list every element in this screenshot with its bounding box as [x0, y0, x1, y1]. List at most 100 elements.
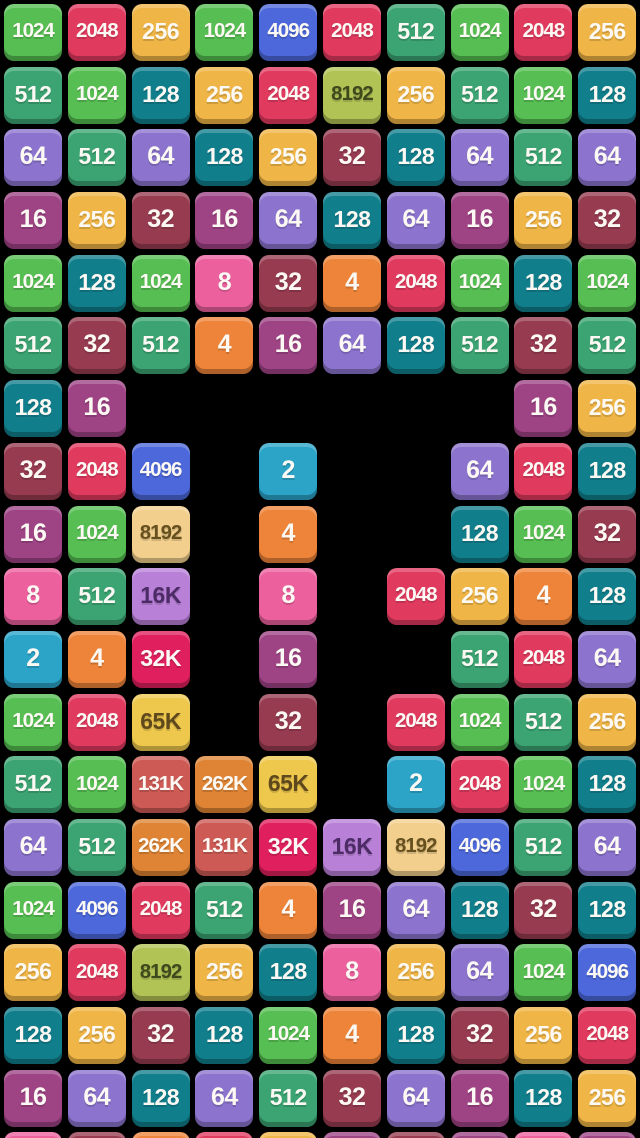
tile-512[interactable]: 512: [4, 66, 62, 124]
tile-1024[interactable]: 1024: [578, 254, 637, 312]
tile-256[interactable]: 256: [578, 693, 637, 751]
tile-2048[interactable]: 2048: [386, 693, 445, 751]
tile-1024[interactable]: 1024: [67, 505, 126, 563]
tile-128[interactable]: 128: [195, 1007, 254, 1064]
tile-256[interactable]: 256: [259, 129, 318, 187]
tile-512[interactable]: 512: [131, 317, 190, 375]
tile-2048[interactable]: 2048: [67, 944, 126, 1002]
tile-512[interactable]: 512: [450, 630, 509, 688]
tile-256[interactable]: 256: [514, 1007, 573, 1064]
tile-1024[interactable]: 1024: [514, 756, 573, 814]
tile-2048[interactable]: 2048: [386, 568, 445, 626]
tile-128[interactable]: 128: [450, 881, 509, 939]
tile-4096[interactable]: 4096: [259, 4, 318, 61]
tile-8[interactable]: 8: [4, 568, 62, 626]
tile-256[interactable]: 256: [450, 568, 509, 626]
tile-1024[interactable]: 1024: [450, 693, 509, 751]
tile-512[interactable]: 512: [4, 317, 62, 375]
tile-32[interactable]: 32: [322, 1069, 381, 1127]
tile-2048[interactable]: 2048: [386, 254, 445, 312]
tile-1024[interactable]: 1024: [4, 4, 62, 61]
tile-1024[interactable]: 1024: [4, 254, 62, 312]
tile-1024[interactable]: 1024: [514, 66, 573, 124]
tile-64[interactable]: 64: [259, 192, 318, 250]
tile-64[interactable]: 64: [4, 818, 62, 876]
tile-128[interactable]: 128: [322, 192, 381, 250]
tile-8[interactable]: 8: [195, 254, 254, 312]
tile-128[interactable]: 128: [386, 129, 445, 187]
tile-partial[interactable]: [322, 1132, 381, 1138]
tile-32[interactable]: 32: [67, 317, 126, 375]
tile-512[interactable]: 512: [67, 818, 126, 876]
tile-2048[interactable]: 2048: [514, 630, 573, 688]
tile-4[interactable]: 4: [259, 505, 318, 563]
tile-128[interactable]: 128: [578, 66, 637, 124]
tile-16[interactable]: 16: [195, 192, 254, 250]
tile-16[interactable]: 16: [450, 192, 509, 250]
tile-128[interactable]: 128: [514, 254, 573, 312]
tile-partial[interactable]: [450, 1132, 509, 1138]
tile-4[interactable]: 4: [514, 568, 573, 626]
tile-8[interactable]: 8: [322, 944, 381, 1002]
tile-16k[interactable]: 16K: [131, 568, 190, 626]
tile-16[interactable]: 16: [4, 1069, 62, 1127]
tile-16[interactable]: 16: [259, 630, 318, 688]
tile-256[interactable]: 256: [195, 66, 254, 124]
tile-128[interactable]: 128: [450, 505, 509, 563]
tile-64[interactable]: 64: [386, 192, 445, 250]
tile-8192[interactable]: 8192: [386, 818, 445, 876]
tile-64[interactable]: 64: [322, 317, 381, 375]
tile-1024[interactable]: 1024: [67, 66, 126, 124]
tile-partial[interactable]: [195, 1132, 254, 1138]
tile-64[interactable]: 64: [578, 630, 637, 688]
tile-131k[interactable]: 131K: [131, 756, 190, 814]
tile-16[interactable]: 16: [4, 505, 62, 563]
tile-512[interactable]: 512: [578, 317, 637, 375]
tile-32[interactable]: 32: [259, 693, 318, 751]
tile-256[interactable]: 256: [386, 66, 445, 124]
tile-1024[interactable]: 1024: [131, 254, 190, 312]
tile-32[interactable]: 32: [514, 881, 573, 939]
tile-16[interactable]: 16: [67, 380, 126, 438]
tile-16k[interactable]: 16K: [322, 818, 381, 876]
tile-64[interactable]: 64: [578, 818, 637, 876]
tile-256[interactable]: 256: [578, 1069, 637, 1127]
tile-512[interactable]: 512: [514, 818, 573, 876]
tile-131k[interactable]: 131K: [195, 818, 254, 876]
tile-64[interactable]: 64: [131, 129, 190, 187]
tile-64[interactable]: 64: [67, 1069, 126, 1127]
tile-2048[interactable]: 2048: [514, 4, 573, 61]
tile-2048[interactable]: 2048: [67, 442, 126, 500]
tile-1024[interactable]: 1024: [67, 756, 126, 814]
tile-1024[interactable]: 1024: [4, 881, 62, 939]
tile-512[interactable]: 512: [4, 756, 62, 814]
tile-partial[interactable]: [386, 1132, 445, 1138]
tile-1024[interactable]: 1024: [259, 1007, 318, 1064]
tile-128[interactable]: 128: [578, 442, 637, 500]
tile-partial[interactable]: [514, 1132, 573, 1138]
tile-32[interactable]: 32: [450, 1007, 509, 1064]
tile-64[interactable]: 64: [450, 129, 509, 187]
tile-16[interactable]: 16: [450, 1069, 509, 1127]
tile-2048[interactable]: 2048: [259, 66, 318, 124]
tile-512[interactable]: 512: [67, 129, 126, 187]
tile-2048[interactable]: 2048: [514, 442, 573, 500]
tile-2048[interactable]: 2048: [67, 4, 126, 61]
tile-2048[interactable]: 2048: [578, 1007, 637, 1064]
tile-16[interactable]: 16: [514, 380, 573, 438]
tile-256[interactable]: 256: [131, 4, 190, 61]
tile-256[interactable]: 256: [67, 1007, 126, 1064]
tile-512[interactable]: 512: [259, 1069, 318, 1127]
tile-65k[interactable]: 65K: [131, 693, 190, 751]
tile-4096[interactable]: 4096: [578, 944, 637, 1002]
tile-32[interactable]: 32: [322, 129, 381, 187]
tile-32[interactable]: 32: [578, 505, 637, 563]
tile-8192[interactable]: 8192: [131, 944, 190, 1002]
tile-32[interactable]: 32: [514, 317, 573, 375]
tile-256[interactable]: 256: [578, 4, 637, 61]
tile-4096[interactable]: 4096: [450, 818, 509, 876]
tile-4[interactable]: 4: [195, 317, 254, 375]
tile-32[interactable]: 32: [4, 442, 62, 500]
tile-128[interactable]: 128: [386, 1007, 445, 1064]
